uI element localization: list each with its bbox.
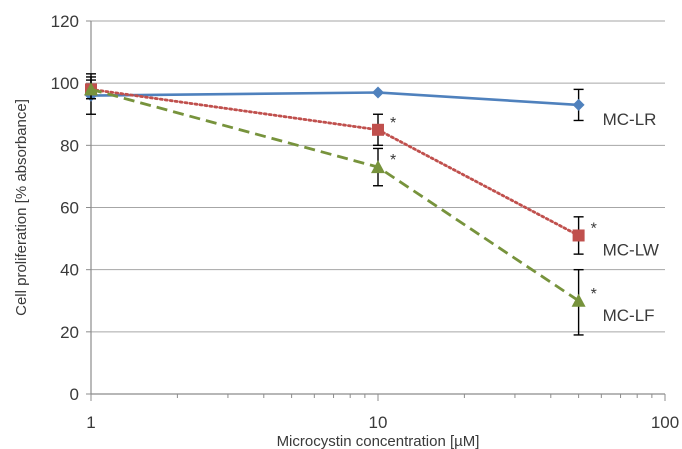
axes [86, 20, 666, 401]
data-point-diamond [572, 98, 585, 111]
series-line [89, 87, 581, 237]
series-label: MC-LR [603, 110, 657, 129]
y-axis-title: Cell proliferation [% absorbance] [13, 99, 30, 316]
series-line [90, 88, 580, 302]
x-tick-label: 100 [651, 413, 679, 432]
series-line [90, 91, 579, 107]
data-point-triangle [571, 293, 586, 307]
x-axis-title: Microcystin concentration [µM] [277, 433, 480, 449]
gridlines [91, 20, 665, 333]
series-label: MC-LW [603, 240, 659, 259]
series-mc-lf: * * MC-LF [84, 79, 655, 336]
data-point-square [572, 229, 585, 242]
y-tick-label: 80 [60, 136, 79, 155]
series-group: MC-LR * * MC-LW * * MC-LF [84, 73, 659, 336]
x-tick-label: 1 [86, 413, 95, 432]
significance-star: * [591, 286, 597, 303]
data-point-square [372, 123, 384, 136]
series-label: MC-LF [603, 306, 655, 325]
y-tick-label: 40 [60, 261, 79, 280]
series-mc-lr: MC-LR [85, 76, 657, 129]
data-point-triangle [371, 160, 385, 174]
significance-star: * [591, 220, 597, 237]
significance-star: * [390, 115, 396, 132]
y-tick-label: 100 [51, 74, 79, 93]
data-point-diamond [372, 86, 384, 99]
y-tick-label: 120 [51, 12, 79, 31]
x-tick-label: 10 [369, 413, 388, 432]
significance-star: * [390, 152, 396, 169]
series-mc-lw: * * MC-LW [85, 73, 659, 259]
y-tick-label: 0 [70, 385, 79, 404]
y-tick-label: 60 [60, 199, 79, 218]
data-point-triangle [84, 82, 98, 96]
y-tick-label: 20 [60, 323, 79, 342]
